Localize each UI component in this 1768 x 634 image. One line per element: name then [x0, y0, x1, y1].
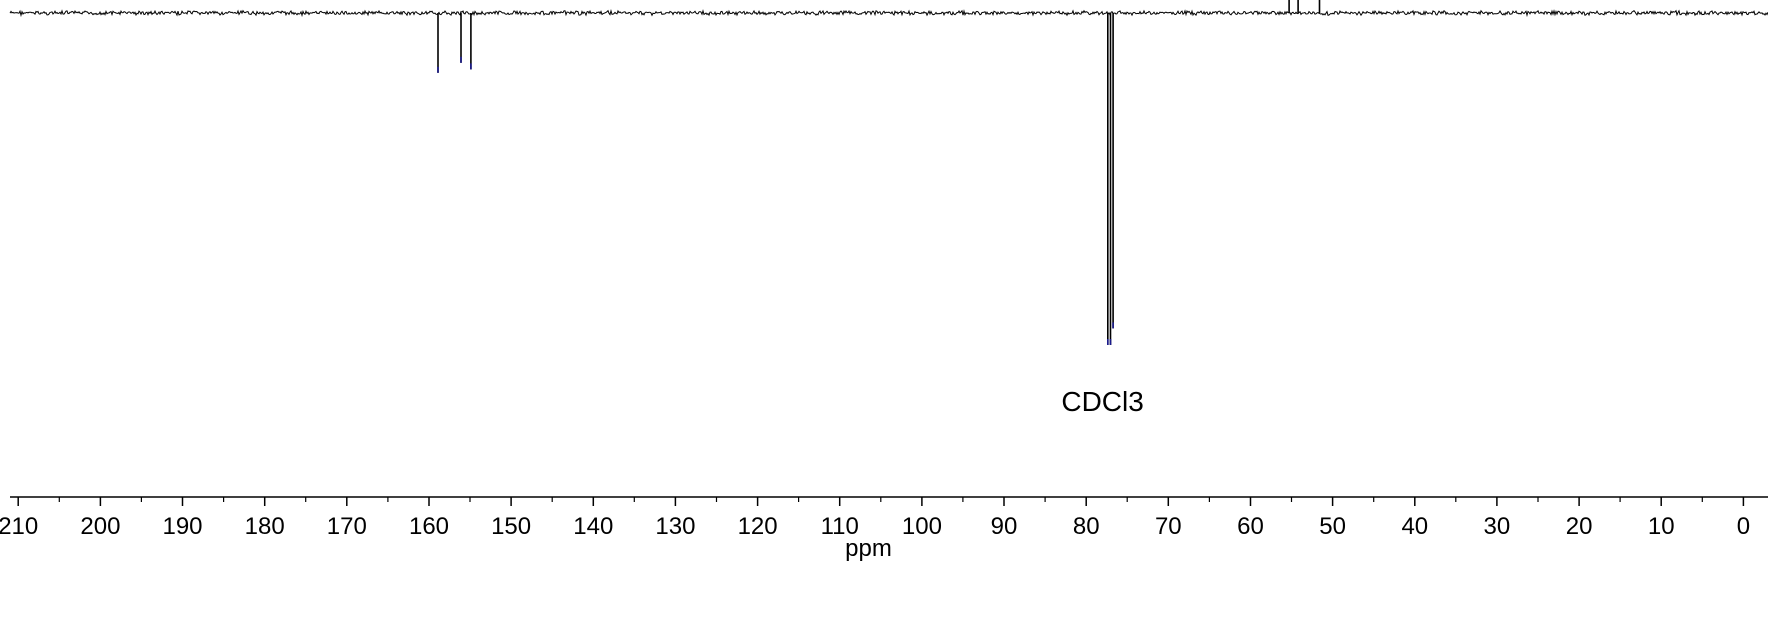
x-tick-label: 60 — [1237, 513, 1264, 540]
x-tick-label: 20 — [1566, 513, 1593, 540]
x-tick-label: 210 — [0, 513, 38, 540]
solvent-annotation: CDCl3 — [1061, 386, 1143, 417]
x-tick-label: 160 — [409, 513, 449, 540]
spectrum-baseline — [9, 9, 1768, 18]
x-tick-label: 120 — [738, 513, 778, 540]
x-tick-label: 170 — [327, 513, 367, 540]
x-tick-label: 80 — [1073, 513, 1100, 540]
x-tick-label: 140 — [573, 513, 613, 540]
spectrum-trace-group — [9, 0, 1768, 345]
x-tick-label: 190 — [162, 513, 202, 540]
x-tick-label: 110 — [821, 513, 859, 540]
x-tick-label: 180 — [245, 513, 285, 540]
x-axis-ticks: 210 200 190 180 170 160 150 140 130 120 110 100 90 80… — [0, 497, 1750, 540]
x-tick-label: 30 — [1484, 513, 1511, 540]
x-tick-label: 70 — [1155, 513, 1182, 540]
x-tick-label: 150 — [491, 513, 531, 540]
x-tick-label: 90 — [991, 513, 1018, 540]
x-tick-label: 10 — [1648, 513, 1675, 540]
x-tick-label: 100 — [902, 513, 942, 540]
x-tick-label: 0 — [1737, 513, 1750, 540]
x-tick-label: 40 — [1401, 513, 1428, 540]
x-axis-label: ppm — [845, 535, 892, 562]
x-tick-label: 200 — [80, 513, 120, 540]
annotation-group: CDCl3 — [1061, 386, 1143, 417]
x-tick-label: 130 — [655, 513, 695, 540]
x-tick-label: 50 — [1319, 513, 1346, 540]
x-axis: 210 200 190 180 170 160 150 140 130 120 110 100 90 80… — [0, 496, 1768, 562]
